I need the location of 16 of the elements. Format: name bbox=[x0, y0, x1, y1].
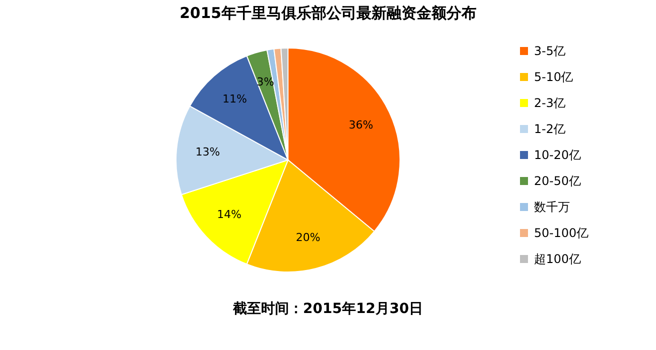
legend-label: 20-50亿 bbox=[534, 174, 581, 188]
legend-label: 1-2亿 bbox=[534, 122, 566, 136]
data-label: 13% bbox=[195, 145, 220, 158]
legend-label: 10-20亿 bbox=[534, 148, 581, 162]
text: 截至时间：2015年12月30日 bbox=[232, 301, 423, 317]
data-label: 36% bbox=[348, 118, 374, 132]
legend-label: 2-3亿 bbox=[534, 96, 566, 110]
legend-label: 50-100亿 bbox=[534, 226, 589, 240]
data-label: 11% bbox=[222, 92, 247, 106]
legend-label: 超100亿 bbox=[534, 252, 581, 266]
legend-label: 5-10亿 bbox=[534, 70, 574, 84]
data-label: 20% bbox=[296, 231, 320, 244]
legend-label: 3-5亿 bbox=[534, 44, 566, 58]
data-label: 14% bbox=[216, 208, 242, 222]
chart-title: 2015年千里马俱乐部公司最新融资金额分布 bbox=[180, 4, 476, 22]
legend-label: 数千万 bbox=[534, 200, 570, 214]
